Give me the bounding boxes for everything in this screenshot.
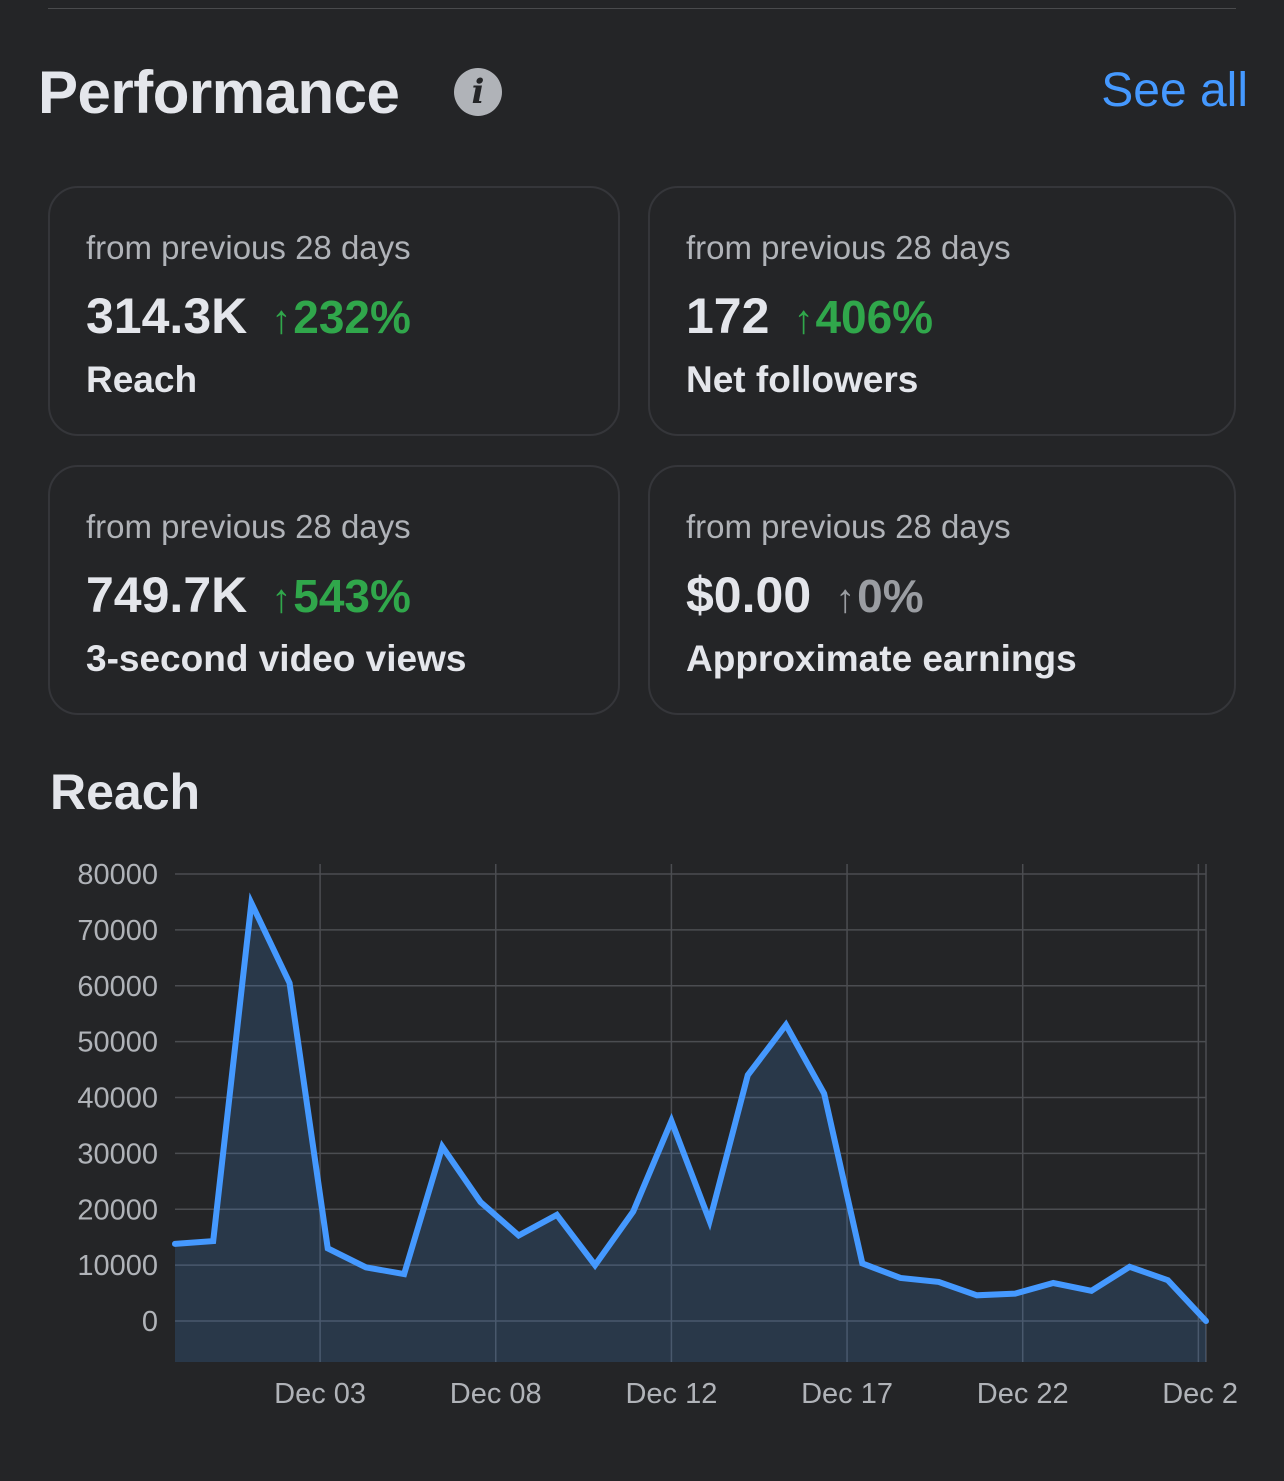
card-delta: ↑ 0% — [835, 568, 923, 627]
card-metric-label: Net followers — [686, 359, 919, 400]
x-tick-label: Dec 22 — [977, 1378, 1069, 1410]
x-tick-label: Dec 08 — [450, 1378, 542, 1410]
metric-card-net-followers[interactable]: from previous 28 days 172 ↑ 406% Net fol… — [648, 186, 1236, 436]
reach-series-line — [172, 892, 1209, 1324]
card-delta: ↑ 232% — [271, 289, 411, 348]
x-tick-label: Dec 17 — [801, 1378, 893, 1410]
see-all-link[interactable]: See all — [1101, 64, 1248, 117]
reach-chart-svg: 0 10000 20000 30000 40000 50000 60000 70000 8000… — [77, 859, 1238, 1410]
card-value-row: 749.7K ↑ 543% — [86, 567, 411, 623]
card-subtitle: from previous 28 days — [86, 508, 411, 545]
card-value-row: 172 ↑ 406% — [686, 288, 933, 344]
section-divider — [48, 8, 1236, 9]
card-metric-label: 3-second video views — [86, 638, 467, 679]
card-delta: ↑ 543% — [271, 568, 411, 627]
reach-chart: 0 10000 20000 30000 40000 50000 60000 70000 8000… — [0, 850, 1284, 1430]
card-subtitle: from previous 28 days — [686, 229, 1011, 266]
card-value-row: 314.3K ↑ 232% — [86, 288, 411, 344]
card-metric-label: Reach — [86, 359, 198, 400]
metric-card-video-views[interactable]: from previous 28 days 749.7K ↑ 543% 3-se… — [48, 465, 620, 715]
y-tick-label: 70000 — [77, 915, 158, 947]
metric-card-earnings[interactable]: from previous 28 days $0.00 ↑ 0% Approxi… — [648, 465, 1236, 715]
x-tick-label: Dec 03 — [274, 1378, 366, 1410]
card-metric-label: Approximate earnings — [686, 638, 1077, 679]
card-delta-value: 543% — [293, 570, 411, 622]
info-icon[interactable]: i — [454, 68, 502, 116]
card-value: $0.00 — [686, 567, 812, 623]
y-tick-label: 50000 — [77, 1027, 158, 1059]
y-tick-label: 10000 — [77, 1250, 158, 1282]
arrow-up-icon: ↑ — [271, 577, 292, 621]
chart-title: Reach — [50, 764, 201, 820]
performance-header: Performance i See all — [38, 58, 1248, 128]
arrow-up-icon: ↑ — [835, 577, 856, 621]
arrow-up-icon: ↑ — [793, 298, 814, 342]
y-tick-label: 60000 — [77, 971, 158, 1003]
card-subtitle: from previous 28 days — [686, 508, 1011, 545]
page-title: Performance — [38, 59, 400, 126]
card-delta-value: 232% — [293, 291, 411, 343]
y-tick-label: 40000 — [77, 1083, 158, 1115]
card-subtitle: from previous 28 days — [86, 229, 411, 266]
reach-area-fill — [175, 903, 1206, 1362]
y-tick-label: 30000 — [77, 1138, 158, 1170]
y-tick-label: 20000 — [77, 1194, 158, 1226]
card-value-row: $0.00 ↑ 0% — [686, 567, 924, 623]
y-tick-label: 80000 — [77, 859, 158, 891]
card-value: 172 — [686, 288, 770, 344]
card-value: 314.3K — [86, 288, 248, 344]
x-tick-label: Dec 12 — [625, 1378, 717, 1410]
card-delta: ↑ 406% — [793, 289, 933, 348]
arrow-up-icon: ↑ — [271, 298, 292, 342]
metric-card-reach[interactable]: from previous 28 days 314.3K ↑ 232% Reac… — [48, 186, 620, 436]
x-tick-label: Dec 2 — [1162, 1378, 1238, 1410]
y-tick-label: 0 — [142, 1306, 158, 1338]
card-delta-value: 0% — [857, 570, 924, 622]
card-value: 749.7K — [86, 567, 248, 623]
card-delta-value: 406% — [815, 291, 934, 343]
